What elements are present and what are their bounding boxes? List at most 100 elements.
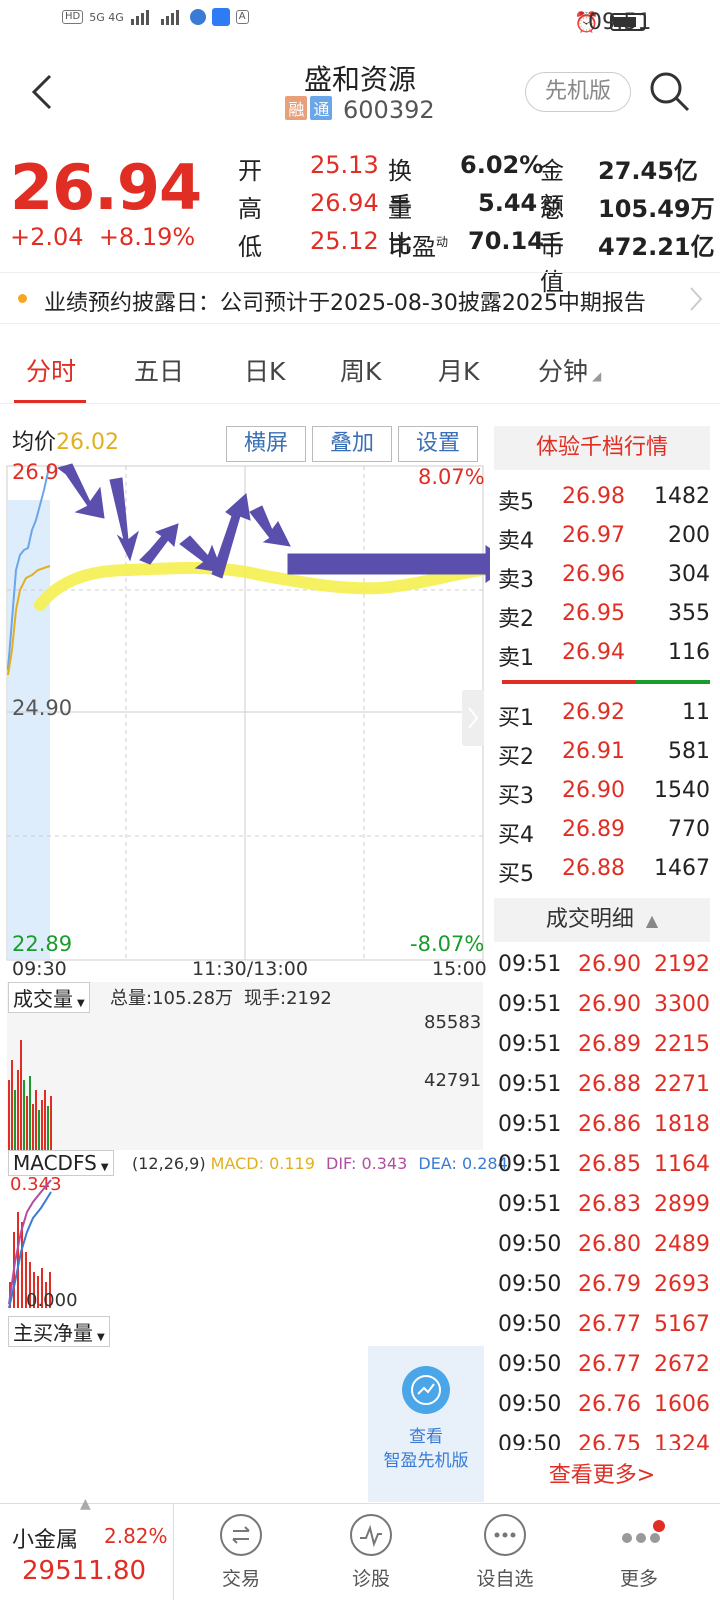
bid-label: 买5 <box>498 862 534 887</box>
collapse-triangle-icon: ▲ <box>645 911 659 930</box>
trade-detail-title[interactable]: 成交明细 ▲ <box>494 898 710 942</box>
tab-weekly-k[interactable]: 周K <box>340 357 382 386</box>
bid-row: 买3 26.90 1540 <box>498 778 712 809</box>
landscape-button[interactable]: 横屏 <box>226 426 306 462</box>
nav-more-label: 更多 <box>619 1568 658 1590</box>
bid-label: 买4 <box>498 823 534 848</box>
promo-icon <box>402 1366 450 1414</box>
back-arrow-icon[interactable] <box>28 72 58 112</box>
trade-price: 26.76 <box>578 1392 641 1417</box>
promo-card[interactable]: 查看 智盈先机版 <box>368 1346 484 1502</box>
stock-code: 600392 <box>343 96 435 124</box>
trade-volume: 1818 <box>654 1112 710 1137</box>
nav-diagnose-label: 诊股 <box>351 1568 390 1590</box>
nav-diagnose[interactable]: 诊股 <box>326 1514 416 1591</box>
index-name: 小金属 <box>12 1528 79 1553</box>
stock-code-line: 融通 600392 <box>0 96 720 124</box>
trade-price: 26.77 <box>578 1352 641 1377</box>
more-dots-icon <box>484 1514 526 1556</box>
earnings-notice[interactable]: 业绩预约披露日：公司预计于2025-08-30披露2025中期报告 <box>0 272 720 324</box>
ask-strength-bar <box>502 680 636 684</box>
trade-volume: 2489 <box>654 1232 710 1257</box>
turnover-value: 6.02% <box>460 151 544 179</box>
dif-value: DIF: 0.343 <box>326 1154 408 1173</box>
ask-row: 卖3 26.96 304 <box>498 562 712 593</box>
trade-row: 09:51 26.86 1818 <box>498 1112 712 1142</box>
notice-text: 业绩预约披露日：公司预计于2025-08-30披露2025中期报告 <box>44 291 646 316</box>
ask-row: 卖1 26.94 116 <box>498 640 712 671</box>
search-icon[interactable] <box>648 70 692 114</box>
trade-price: 26.90 <box>578 952 641 977</box>
ask-label: 卖2 <box>498 607 534 632</box>
bid-label: 买1 <box>498 706 534 731</box>
tab-intraday[interactable]: 分时 <box>26 357 77 386</box>
trade-price: 26.90 <box>578 992 641 1017</box>
trade-time: 09:50 <box>498 1352 562 1377</box>
bid-price: 26.90 <box>562 778 625 803</box>
expand-handle[interactable] <box>462 690 484 746</box>
trade-time: 09:51 <box>498 952 562 977</box>
x-start-label: 09:30 <box>12 958 67 980</box>
trade-row: 09:50 26.79 2693 <box>498 1272 712 1302</box>
bid-volume: 770 <box>668 817 710 842</box>
overlay-button[interactable]: 叠加 <box>312 426 392 462</box>
view-more-link[interactable]: 查看更多> <box>494 1452 710 1500</box>
ask-row: 卖5 26.98 1482 <box>498 484 712 515</box>
trade-time: 09:50 <box>498 1312 562 1337</box>
tab-daily-k[interactable]: 日K <box>244 357 286 386</box>
nav-add-watchlist[interactable]: 设自选 <box>460 1514 550 1591</box>
dropdown-icon: ▼ <box>97 1332 105 1343</box>
trade-price: 26.85 <box>578 1152 641 1177</box>
bid-price: 26.89 <box>562 817 625 842</box>
dea-value: DEA: 0.284 <box>418 1154 508 1173</box>
trade-row: 09:51 26.88 2271 <box>498 1072 712 1102</box>
bid-price: 26.91 <box>562 739 625 764</box>
settings-button[interactable]: 设置 <box>398 426 478 462</box>
bid-row: 买1 26.92 11 <box>498 700 712 731</box>
low-value: 25.12 <box>310 227 379 255</box>
pro-version-button[interactable]: 先机版 <box>525 72 631 112</box>
net-buy-dropdown[interactable]: 主买净量 ▼ <box>8 1316 110 1347</box>
trade-price: 26.79 <box>578 1272 641 1297</box>
ask-label: 卖5 <box>498 490 534 515</box>
trade-row: 09:50 26.75 1324 <box>498 1432 712 1450</box>
avg-price-label: 均价26.02 <box>12 424 119 456</box>
trade-price: 26.88 <box>578 1072 641 1097</box>
tab-minute[interactable]: 分钟 ◢ <box>538 352 601 388</box>
bid-volume: 1467 <box>654 856 710 881</box>
promo-line-1: 查看 <box>409 1427 443 1447</box>
trade-time: 09:50 <box>498 1232 562 1257</box>
pe-sup: 动 <box>436 235 449 249</box>
ask-volume: 116 <box>668 640 710 665</box>
ask-volume: 1482 <box>654 484 710 509</box>
trade-time: 09:51 <box>498 1072 562 1097</box>
intraday-chart[interactable] <box>0 460 490 980</box>
trade-row: 09:51 26.89 2215 <box>498 1032 712 1062</box>
tab-monthly-k[interactable]: 月K <box>438 357 480 386</box>
battery-icon <box>610 13 646 31</box>
total-hands-value: 105.49万 <box>598 195 715 223</box>
trade-time: 09:50 <box>498 1392 562 1417</box>
ask-volume: 355 <box>668 601 710 626</box>
trade-volume: 1606 <box>654 1392 710 1417</box>
price-change: +2.04 +8.19% <box>10 223 195 251</box>
amount-value: 27.45亿 <box>598 157 698 185</box>
x-mid-label: 11:30/13:00 <box>192 958 308 980</box>
stock-header: 盛和资源 融通 600392 先机版 <box>0 50 720 140</box>
status-right: ⏰ <box>574 10 650 35</box>
macd-dropdown[interactable]: MACDFS ▼ <box>8 1150 114 1176</box>
expand-up-icon: ▲ <box>80 1496 91 1512</box>
dropdown-icon: ▼ <box>77 998 85 1009</box>
volume-ratio-value: 5.44 <box>478 189 538 217</box>
nav-trade[interactable]: 交易 <box>196 1514 286 1591</box>
avg-value: 26.02 <box>56 430 119 455</box>
volume-dropdown[interactable]: 成交量 ▼ <box>8 982 90 1013</box>
total-hands-label: 总手 <box>540 195 564 258</box>
tab-five-day[interactable]: 五日 <box>134 357 185 386</box>
net-buy-label: 主买净量 <box>13 1321 93 1345</box>
trade-volume: 2271 <box>654 1072 710 1097</box>
index-ticker[interactable]: ▲ 小金属 2.82% 29511.80 <box>0 1496 174 1600</box>
active-tab-indicator <box>14 400 86 403</box>
order-book-title[interactable]: 体验千档行情 <box>494 426 710 470</box>
nav-more[interactable]: 更多 <box>594 1514 684 1591</box>
